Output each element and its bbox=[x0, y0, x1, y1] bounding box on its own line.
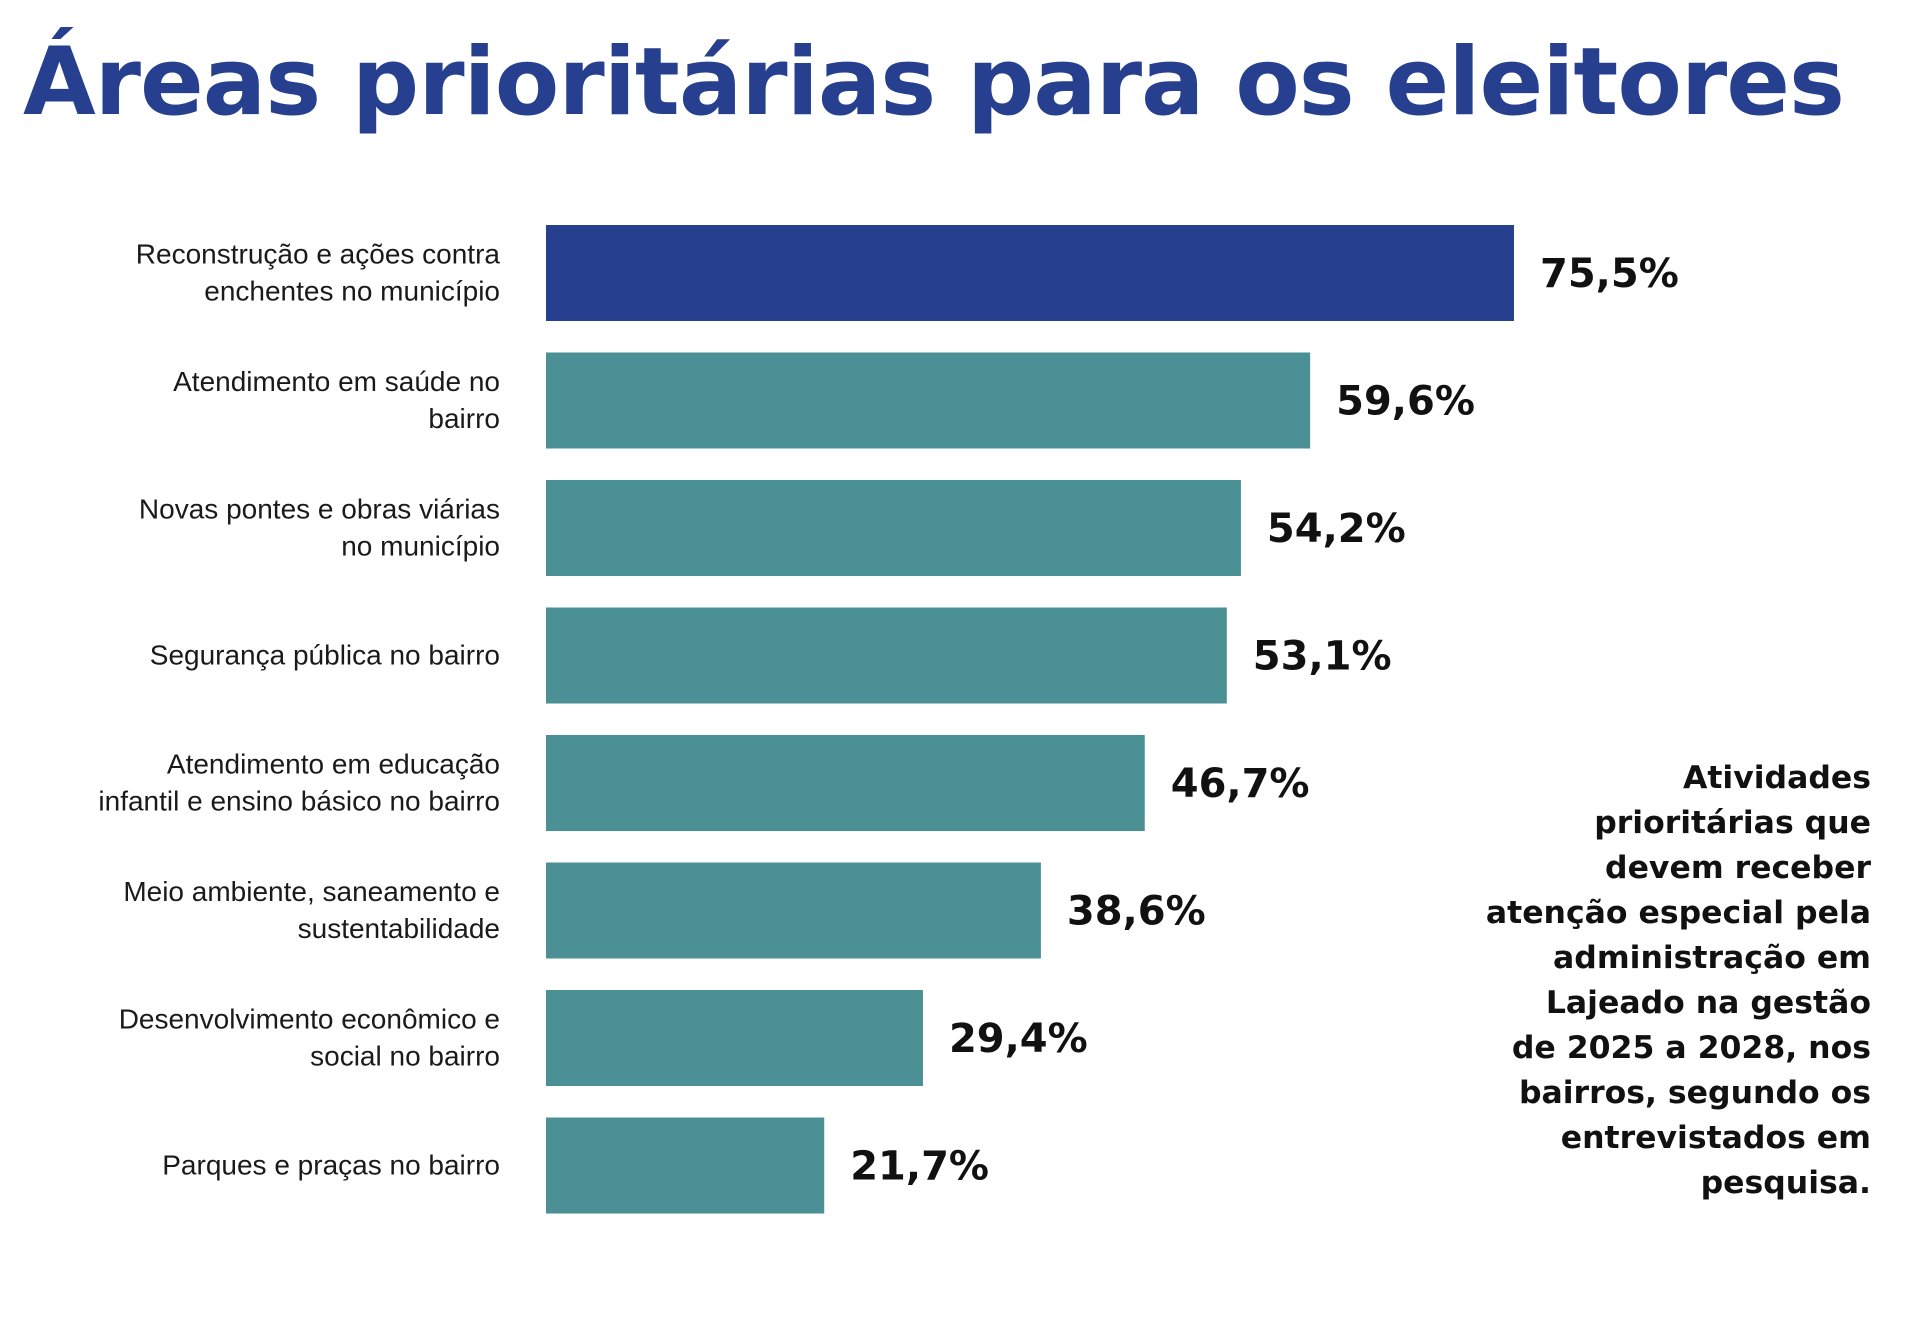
bar bbox=[546, 480, 1241, 576]
note-line: entrevistados em bbox=[1560, 1120, 1871, 1156]
note-line: de 2025 a 2028, nos bbox=[1511, 1030, 1871, 1066]
category-label: enchentes no município bbox=[204, 276, 500, 307]
value-label: 59,6% bbox=[1336, 379, 1475, 425]
category-label: Atendimento em saúde no bbox=[173, 366, 500, 397]
category-label: sustentabilidade bbox=[298, 913, 500, 944]
category-label: Segurança pública no bairro bbox=[150, 640, 500, 671]
note-line: bairros, segundo os bbox=[1518, 1075, 1871, 1111]
bar bbox=[546, 607, 1227, 704]
note-line: administração em bbox=[1553, 940, 1871, 976]
category-label: no município bbox=[341, 531, 500, 562]
note-line: Lajeado na gestão bbox=[1545, 985, 1871, 1021]
bar bbox=[546, 990, 923, 1086]
value-label: 54,2% bbox=[1267, 506, 1406, 552]
category-label: infantil e ensino básico no bairro bbox=[98, 786, 500, 817]
value-label: 53,1% bbox=[1253, 634, 1392, 680]
value-label: 38,6% bbox=[1067, 889, 1206, 935]
category-label: Meio ambiente, saneamento e bbox=[123, 876, 500, 907]
category-label: social no bairro bbox=[310, 1041, 500, 1072]
bar bbox=[546, 225, 1514, 321]
category-label: Desenvolvimento econômico e bbox=[119, 1004, 500, 1035]
bar bbox=[546, 352, 1311, 449]
note-line: devem receber bbox=[1605, 850, 1871, 886]
value-label: 75,5% bbox=[1540, 251, 1679, 297]
category-label: Reconstrução e ações contra bbox=[136, 239, 501, 270]
bar bbox=[546, 735, 1145, 831]
note-line: atenção especial pela bbox=[1485, 895, 1871, 931]
category-label: bairro bbox=[428, 403, 500, 434]
value-label: 46,7% bbox=[1171, 761, 1310, 807]
category-label: Parques e praças no bairro bbox=[162, 1150, 500, 1181]
note-line: pesquisa. bbox=[1700, 1165, 1871, 1201]
chart-note: Atividades prioritárias que devem receber a… bbox=[1431, 756, 1871, 1206]
bar bbox=[546, 1117, 825, 1214]
category-label: Atendimento em educação bbox=[167, 749, 500, 780]
value-label: 29,4% bbox=[949, 1016, 1088, 1062]
value-label: 21,7% bbox=[850, 1144, 989, 1190]
note-line: Atividades bbox=[1682, 760, 1871, 796]
note-line: prioritárias que bbox=[1594, 805, 1871, 841]
chart-title: Áreas prioritárias para os eleitores bbox=[22, 28, 1845, 137]
bar bbox=[546, 862, 1041, 959]
category-label: Novas pontes e obras viárias bbox=[139, 494, 500, 525]
